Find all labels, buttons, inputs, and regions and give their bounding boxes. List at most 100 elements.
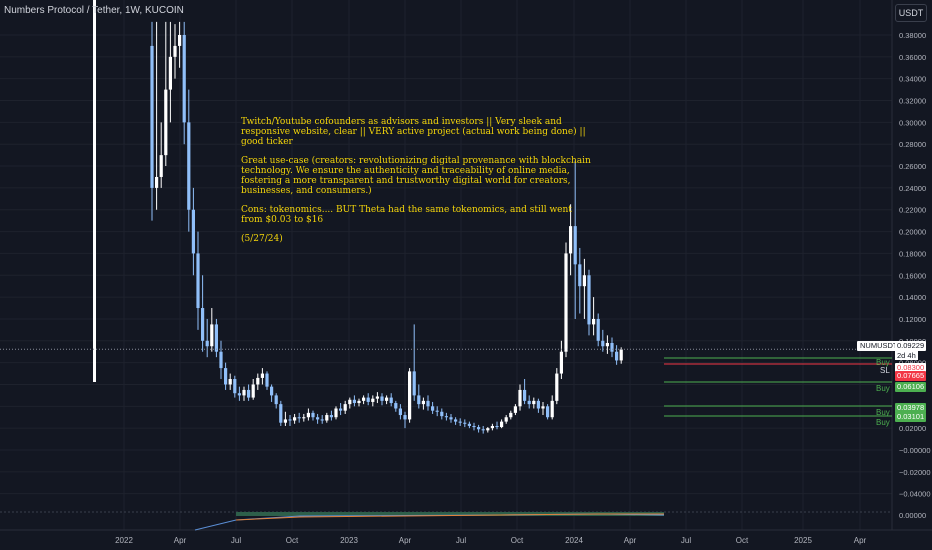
time-tick-label: Jul — [231, 536, 241, 545]
candle-body — [219, 351, 223, 369]
candle-body — [454, 419, 458, 422]
candle-body — [334, 408, 338, 418]
time-tick-label: 2022 — [115, 536, 133, 545]
price-tag-1: 0.08300 — [895, 363, 927, 373]
price-tick-label: 0.20000 — [899, 228, 926, 237]
time-tick-label: Jul — [456, 536, 466, 545]
price-tick-label: 0.00000 — [899, 511, 926, 520]
price-tick-label: 0.24000 — [899, 184, 926, 193]
candle-body — [352, 399, 356, 404]
candle-body — [173, 45, 177, 57]
level-label-buy-2: Buy — [876, 384, 890, 393]
candle-body — [274, 395, 278, 405]
time-tick-label: 2025 — [794, 536, 812, 545]
candle-body — [536, 400, 540, 409]
time-tick-label: Oct — [286, 536, 299, 545]
level-label-buy-3: Buy — [876, 408, 890, 417]
candle-body — [348, 399, 352, 405]
candle-body — [417, 395, 421, 405]
start-marker-line — [93, 0, 96, 382]
text-note[interactable]: Twitch/Youtube cofounders as advisors an… — [241, 117, 591, 253]
time-tick-label: 2023 — [340, 536, 358, 545]
candle-body — [306, 412, 310, 418]
candle-body — [500, 421, 504, 428]
time-tick-label: Apr — [624, 536, 637, 545]
candle-body — [559, 351, 563, 374]
candle-body — [403, 415, 407, 420]
symbol-badge: NUMUSDT — [857, 341, 901, 351]
candle-body — [201, 308, 205, 341]
price-tick-label: 0.30000 — [899, 118, 926, 127]
candle-body — [168, 56, 172, 90]
price-tick-label: 0.26000 — [899, 162, 926, 171]
candle-body — [472, 425, 476, 428]
candle-body — [426, 400, 430, 407]
candle-body — [228, 379, 232, 385]
candle-body — [564, 253, 568, 352]
candle-body — [242, 389, 246, 396]
level-label-buy-4: Buy — [876, 418, 890, 427]
candle-body — [596, 318, 600, 341]
price-tick-label: 0.16000 — [899, 271, 926, 280]
candle-body — [178, 35, 182, 46]
candle-body — [155, 176, 159, 188]
price-tick-label: 0.18000 — [899, 249, 926, 258]
candle-body — [279, 404, 283, 423]
candle-body — [214, 324, 218, 352]
countdown-tag: 2d 4h — [895, 351, 918, 360]
candle-body — [587, 275, 591, 325]
price-tag-4: 0.03978 — [895, 403, 927, 413]
candle-body — [256, 377, 260, 385]
candle-body — [481, 429, 485, 431]
candle-body — [610, 342, 614, 352]
price-tick-label: 0.12000 — [899, 315, 926, 324]
candle-body — [541, 406, 545, 409]
candle-body — [159, 155, 163, 177]
price-tick-label: 0.14000 — [899, 293, 926, 302]
candle-body — [371, 398, 375, 402]
candle-body — [555, 373, 559, 401]
candle-body — [233, 379, 237, 394]
candle-body — [527, 400, 531, 405]
candle-body — [504, 417, 508, 422]
currency-selector[interactable]: USDT — [895, 4, 927, 22]
candle-body — [191, 209, 195, 254]
candle-body — [546, 406, 550, 418]
price-tick-label: 0.22000 — [899, 206, 926, 215]
candle-body — [435, 410, 439, 412]
level-label-sl: SL — [880, 366, 890, 375]
candle-body — [444, 416, 448, 418]
candle-body — [421, 400, 425, 405]
candle-body — [288, 419, 292, 421]
candle-body — [449, 417, 453, 420]
volume-ma-line — [194, 513, 665, 531]
candle-body — [196, 253, 200, 309]
candle-body — [615, 351, 619, 361]
candle-body — [582, 275, 586, 287]
time-tick-label: Apr — [854, 536, 867, 545]
candle-body — [150, 45, 154, 188]
time-tick-label: Oct — [511, 536, 524, 545]
price-tick-label: 0.02000 — [899, 424, 926, 433]
candle-body — [316, 417, 320, 420]
time-tick-label: Apr — [174, 536, 187, 545]
candle-body — [605, 342, 609, 347]
candle-body — [431, 406, 435, 411]
price-tag-5: 0.03101 — [895, 412, 927, 422]
chart-title: Numbers Protocol / Tether, 1W, KUCOIN — [4, 5, 184, 16]
note-paragraph-1: Twitch/Youtube cofounders as advisors an… — [241, 117, 586, 147]
candle-body — [398, 408, 402, 416]
candle-body — [513, 406, 517, 413]
candle-body — [247, 389, 251, 398]
candle-body — [251, 384, 255, 398]
candle-body — [224, 368, 228, 385]
candle-body — [601, 340, 605, 347]
note-paragraph-3: Cons: tokenomics.... BUT Theta had the s… — [241, 205, 572, 225]
candle-body — [619, 349, 623, 361]
price-tick-label: −0.04000 — [899, 490, 931, 499]
price-tick-label: −0.02000 — [899, 468, 931, 477]
candle-body — [518, 389, 522, 407]
candle-body — [320, 419, 324, 421]
